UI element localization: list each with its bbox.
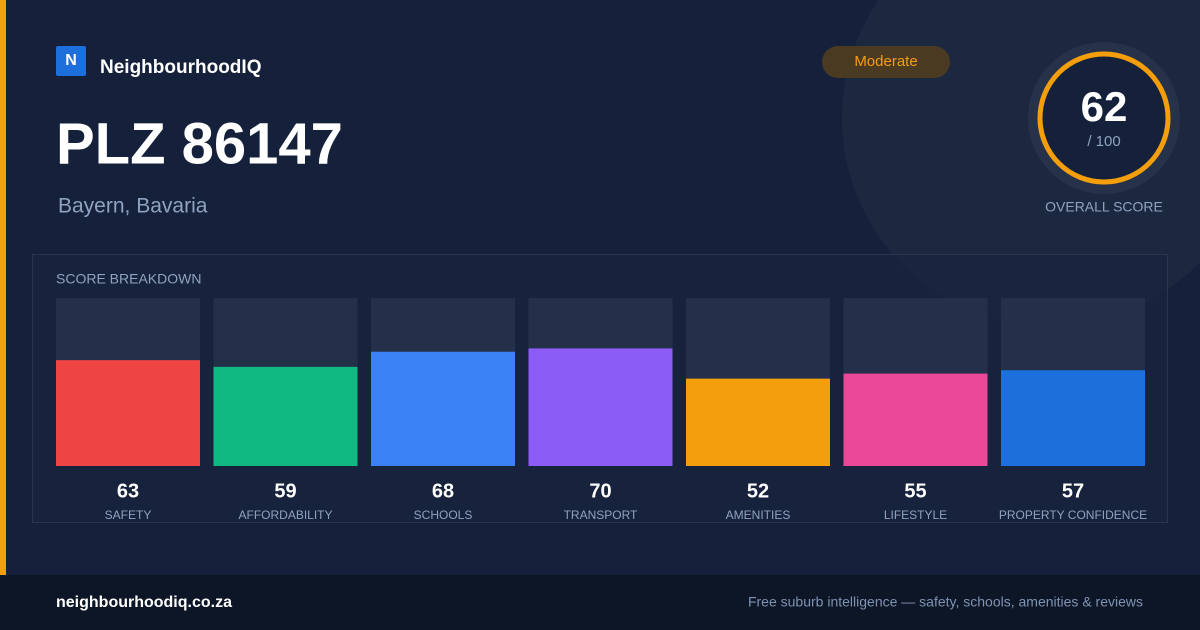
value-label: 63 [117, 480, 139, 502]
overall-label: OVERALL SCORE [1045, 199, 1163, 215]
category-label: PROPERTY CONFIDENCE [999, 508, 1147, 522]
bar-chart: 63 SAFETY 59 AFFORDABILITY 68 SCHOOLS 70 TRANSP… [56, 298, 1147, 522]
subtitle: Bayern, Bavaria [58, 195, 208, 218]
value-label: 55 [904, 480, 926, 502]
category-label: SAFETY [105, 508, 152, 522]
category-label: AFFORDABILITY [238, 508, 332, 522]
category-label: SCHOOLS [414, 508, 473, 522]
category-label: AMENITIES [726, 508, 791, 522]
value-label: 59 [274, 480, 296, 502]
value-label: 70 [589, 480, 611, 502]
footer-url: neighbourhoodiq.co.za [56, 594, 232, 611]
logo-letter: N [65, 52, 77, 69]
bar [843, 373, 988, 466]
value-label: 68 [432, 480, 454, 502]
bar [56, 360, 200, 466]
footer-tagline: Free suburb intelligence — safety, schoo… [748, 594, 1143, 610]
title: PLZ 86147 [56, 111, 343, 176]
badge: Moderate [854, 53, 917, 70]
overall-score: 62 [1081, 83, 1128, 130]
category-label: LIFESTYLE [884, 508, 947, 522]
accent-stripe [0, 0, 6, 575]
value-label: 52 [747, 480, 769, 502]
footer-bg [0, 575, 1200, 630]
score-ring [1037, 51, 1171, 185]
logo [56, 46, 86, 76]
category-label: TRANSPORT [564, 508, 638, 522]
overall-scale: / 100 [1087, 133, 1120, 150]
bar [1001, 370, 1145, 466]
brand: NeighbourhoodIQ [100, 57, 261, 78]
value-label: 57 [1062, 480, 1084, 502]
bar [528, 348, 673, 466]
bar [686, 378, 830, 466]
bar [371, 351, 515, 466]
bar [213, 366, 358, 466]
chart-title: SCORE BREAKDOWN [56, 271, 201, 287]
badge-bg [822, 46, 950, 78]
